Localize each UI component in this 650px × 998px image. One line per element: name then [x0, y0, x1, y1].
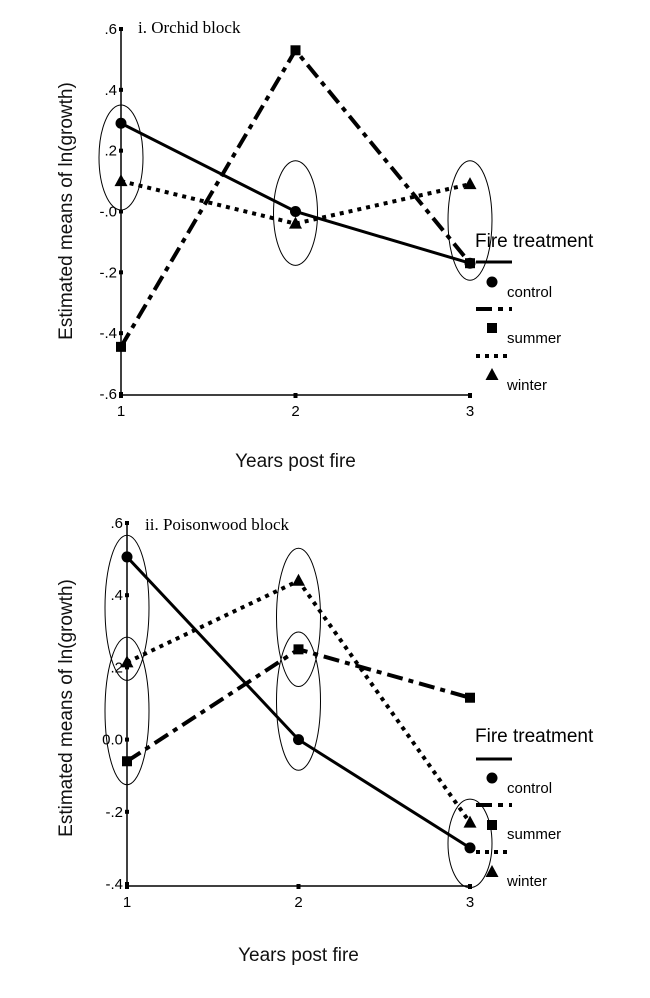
y-tick-mark [119, 148, 123, 153]
legend-marker-summer [487, 820, 497, 830]
data-point-summer [122, 756, 132, 767]
data-point-control [115, 117, 127, 129]
legend: Fire treatment control summer winter [475, 726, 594, 890]
legend-label-control: control [507, 284, 552, 301]
x-tick-label: 1 [123, 894, 131, 911]
legend-title: Fire treatment [475, 231, 594, 252]
chart-panel-1: .6 .4 .2 -.0 -.2 -.4 -.61 2 3 i. Orchid block Year… [56, 18, 594, 472]
data-point-summer [290, 45, 301, 56]
confidence-ellipse [276, 631, 321, 771]
x-tick-mark [293, 393, 298, 398]
data-point-summer [116, 341, 126, 352]
y-tick-label: 0.0 [102, 732, 123, 749]
data-point-winter [463, 177, 477, 190]
y-tick-mark [125, 593, 129, 598]
data-point-summer [465, 258, 475, 269]
series-line-winter [126, 578, 472, 824]
data-point-winter [120, 655, 134, 668]
data-point-winter [114, 174, 128, 187]
x-tick-label: 3 [466, 894, 474, 911]
x-tick-mark [119, 393, 123, 398]
y-tick-label: -.6 [99, 386, 117, 403]
y-tick-mark [125, 665, 129, 670]
y-tick-label: -.4 [99, 325, 117, 342]
legend-label-control: control [507, 780, 552, 797]
data-point-control [293, 734, 304, 746]
series-line-summer [119, 46, 472, 348]
data-point-summer [293, 644, 304, 655]
confidence-ellipse [447, 160, 493, 281]
y-axis-label: Estimated means of ln(growth) [56, 82, 77, 340]
legend-label-winter: winter [506, 377, 547, 394]
legend-label-summer: summer [507, 826, 561, 843]
y-tick-mark [125, 521, 129, 525]
data-point-control [290, 206, 301, 217]
confidence-ellipse [276, 547, 321, 688]
data-point-winter [292, 573, 305, 586]
y-tick-label: -.2 [99, 264, 117, 281]
data-point-control [464, 842, 476, 854]
y-tick-label: .6 [104, 21, 117, 38]
data-point-summer [465, 692, 475, 703]
data-point-winter [289, 216, 302, 229]
legend-marker-winter [485, 368, 499, 380]
legend-marker-winter [485, 865, 499, 877]
x-tick-mark [125, 884, 129, 889]
x-tick-mark [468, 884, 472, 889]
y-tick-label: .2 [104, 143, 117, 160]
data-point-control [121, 551, 133, 563]
legend-marker-control [486, 276, 498, 288]
y-tick-mark [119, 331, 123, 336]
x-tick-label: 1 [117, 403, 125, 420]
confidence-ellipse [98, 104, 144, 211]
y-tick-mark [125, 737, 129, 742]
y-tick-label: -.2 [105, 804, 123, 821]
legend: Fire treatment control summer winter [475, 231, 594, 394]
confidence-ellipse [273, 160, 318, 266]
x-tick-label: 2 [291, 403, 299, 420]
x-tick-label: 3 [466, 403, 474, 420]
x-axis-label: Years post fire [238, 945, 359, 966]
data-point-winter [463, 815, 477, 828]
legend-title: Fire treatment [475, 726, 594, 747]
y-tick-label: .6 [110, 515, 123, 532]
series-line-control [120, 121, 471, 265]
x-tick-label: 2 [294, 894, 302, 911]
y-tick-label: -.0 [99, 204, 117, 221]
x-axis-label: Years post fire [235, 451, 356, 472]
y-tick-label: .2 [110, 659, 123, 676]
confidence-ellipse [447, 798, 493, 889]
series-line-control [125, 555, 471, 850]
y-tick-label: .4 [104, 82, 117, 99]
legend-marker-control [486, 772, 498, 784]
y-tick-mark [119, 270, 123, 275]
legend-label-summer: summer [507, 330, 561, 347]
y-tick-mark [119, 87, 123, 92]
x-tick-mark [468, 393, 472, 398]
legend-label-winter: winter [506, 873, 547, 890]
chart-title: i. Orchid block [138, 18, 241, 37]
series-line-winter [120, 179, 471, 226]
y-tick-mark [119, 27, 123, 31]
confidence-ellipse [104, 636, 150, 786]
chart-title: ii. Poisonwood block [145, 515, 290, 534]
x-tick-mark [296, 884, 301, 889]
chart-panel-2: .6 .4 .2 0.0 -.2 -.41 2 3 ii. Poisonwood block Ye… [56, 515, 594, 966]
legend-marker-summer [487, 323, 497, 333]
y-tick-mark [119, 209, 123, 214]
y-tick-label: -.4 [105, 876, 123, 893]
confidence-ellipse [104, 534, 150, 681]
y-axis-label: Estimated means of ln(growth) [56, 579, 77, 837]
y-tick-label: .4 [110, 587, 123, 604]
y-tick-mark [125, 809, 129, 814]
